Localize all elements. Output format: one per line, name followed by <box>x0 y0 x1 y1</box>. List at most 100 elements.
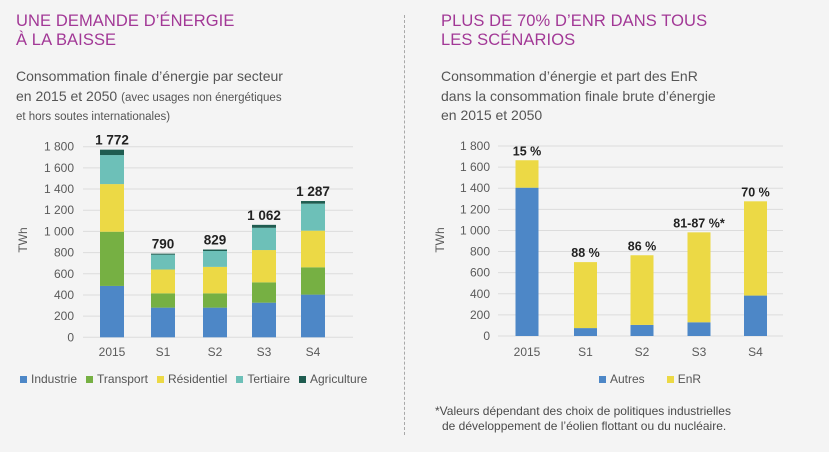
right-title-line-1: PLUS DE 70% D’ENR DANS TOUS <box>441 12 708 30</box>
legend-item-enr: EnR <box>666 372 702 386</box>
right-title-line-2: LES SCÉNARIOS <box>441 31 576 49</box>
bar-segment-agriculture-2015 <box>100 149 124 156</box>
bar-segment-autres-s4 <box>744 295 767 336</box>
right-chart-subtitle: Consommation d’énergie et part des EnR d… <box>441 67 716 126</box>
bar-data-label: 790 <box>152 237 175 252</box>
bar-segment-agriculture-s1 <box>151 253 175 255</box>
right-subtitle-line-2: dans la consommation finale brute d’éner… <box>441 87 716 104</box>
bar-data-label: 15 % <box>513 144 542 158</box>
bar-segment-industrie-s3 <box>252 302 276 338</box>
bar-segment-transport-2015 <box>100 231 124 286</box>
bar-data-label: 1 287 <box>296 184 330 199</box>
bar-data-label: 81-87 %* <box>673 216 725 230</box>
bar-segment-residentiel-s2 <box>203 266 227 294</box>
bar-data-label: 70 % <box>741 185 770 199</box>
bar-segment-agriculture-s3 <box>252 224 276 228</box>
y-tick-label: 0 <box>67 330 74 344</box>
enr-chart-legend: Autres EnR <box>599 372 723 386</box>
y-tick-label: 1 000 <box>460 223 490 237</box>
y-tick-label: 200 <box>470 308 490 322</box>
bar-segment-residentiel-2015 <box>100 184 124 232</box>
y-tick-label: 0 <box>483 329 490 343</box>
bar-segment-enr-s4 <box>744 201 767 296</box>
legend-item-tertiaire: Tertiaire <box>236 372 290 386</box>
y-tick-label: 1 000 <box>44 224 74 238</box>
x-tick-label: S1 <box>156 345 171 359</box>
left-chart-subtitle: Consommation finale d’énergie par secteu… <box>16 67 283 128</box>
left-subtitle-line-2-note: (avec usages non énergétiques <box>121 91 282 104</box>
left-title-line-1: UNE DEMANDE D’ÉNERGIE <box>16 12 235 30</box>
y-tick-label: 200 <box>54 309 74 323</box>
left-subtitle-line-2: en 2015 et 2050 (avec usages non énergét… <box>16 87 283 109</box>
x-tick-label: S2 <box>208 345 223 359</box>
bar-data-label: 88 % <box>571 246 600 260</box>
bar-segment-tertiaire-2015 <box>100 155 124 185</box>
y-tick-label: 800 <box>54 246 74 260</box>
legend-swatch-residentiel <box>156 375 164 383</box>
y-tick-label: 1 600 <box>460 160 490 174</box>
sector-chart-legend: Industrie Transport Résidentiel Tertiair… <box>20 372 376 386</box>
bar-segment-autres-s3 <box>687 322 711 336</box>
x-tick-label: S3 <box>257 345 272 359</box>
bar-segment-residentiel-s1 <box>151 269 175 294</box>
y-tick-label: 400 <box>470 287 490 301</box>
bar-segment-agriculture-s2 <box>203 249 227 252</box>
y-tick-label: 400 <box>54 288 74 302</box>
legend-label-autres: Autres <box>610 372 645 386</box>
panel-divider <box>404 15 405 435</box>
bar-segment-industrie-s4 <box>301 294 325 338</box>
sector-consumption-chart: 0 200 400 600 800 1 000 1 200 1 400 1 600 1 800 TW… <box>16 133 353 359</box>
bar-data-label: 1 772 <box>95 133 129 148</box>
legend-swatch-enr <box>666 375 674 383</box>
bar-data-label: 829 <box>204 233 227 248</box>
legend-swatch-agriculture <box>299 375 306 383</box>
bar-data-label: 86 % <box>628 239 657 253</box>
bar-segment-autres-s2 <box>630 324 654 336</box>
y-tick-label: 1 400 <box>460 181 490 195</box>
y-tick-label: 1 600 <box>44 161 74 175</box>
bar-segment-transport-s3 <box>252 282 276 303</box>
footnote-line-2: de développement de l’éolien flottant ou… <box>442 419 727 433</box>
bar-segment-industrie-2015 <box>100 285 124 338</box>
legend-item-autres: Autres <box>599 372 645 386</box>
legend-item-residentiel: Résidentiel <box>156 372 228 386</box>
y-tick-label: 800 <box>470 245 490 259</box>
legend-item-agriculture: Agriculture <box>299 372 367 386</box>
left-panel-title: UNE DEMANDE D’ÉNERGIE À LA BAISSE <box>16 12 234 50</box>
legend-label-transport: Transport <box>97 372 148 386</box>
legend-label-residentiel: Résidentiel <box>167 372 228 386</box>
bar-segment-transport-s1 <box>151 293 175 308</box>
bar-segment-agriculture-s4 <box>301 201 325 204</box>
legend-label-enr: EnR <box>677 372 702 386</box>
bar-segment-enr-s1 <box>574 262 597 329</box>
bar-segment-residentiel-s3 <box>252 250 276 283</box>
y-tick-label: 1 800 <box>460 139 490 153</box>
bar-segment-enr-s3 <box>687 232 711 323</box>
bar-segment-tertiaire-s4 <box>301 203 325 231</box>
footnote-line-1: *Valeurs dépendant des choix de politiqu… <box>435 404 731 418</box>
x-tick-label: S3 <box>692 345 707 359</box>
bar-segment-autres-s1 <box>574 328 597 336</box>
x-tick-label: S4 <box>748 345 763 359</box>
y-axis-label: TWh <box>433 227 447 252</box>
y-tick-label: 1 200 <box>460 202 490 216</box>
x-tick-label: S1 <box>578 345 593 359</box>
legend-swatch-transport <box>86 375 94 383</box>
bar-segment-industrie-s1 <box>151 307 175 338</box>
x-tick-label: 2015 <box>99 345 126 359</box>
legend-label-industrie: Industrie <box>31 372 78 386</box>
right-subtitle-line-1: Consommation d’énergie et part des EnR <box>441 68 698 84</box>
y-tick-label: 600 <box>54 267 74 281</box>
bar-segment-transport-s2 <box>203 293 227 308</box>
enr-share-chart: 0 200 400 600 800 1 000 1 200 1 400 1 600 1 800 TW… <box>433 139 783 359</box>
legend-label-agriculture: Agriculture <box>310 372 368 386</box>
legend-item-industrie: Industrie <box>20 372 77 386</box>
right-subtitle-line-3: en 2015 et 2050 <box>441 107 543 123</box>
bar-segment-residentiel-s4 <box>301 230 325 268</box>
bar-segment-tertiaire-s2 <box>203 251 227 267</box>
left-subtitle-line-3: et hors soutes internationales) <box>16 111 171 123</box>
legend-swatch-tertiaire <box>236 375 244 383</box>
bar-segment-transport-s4 <box>301 267 325 295</box>
left-subtitle-line-1: Consommation finale d’énergie par secteu… <box>16 68 283 84</box>
legend-swatch-autres <box>599 375 606 383</box>
